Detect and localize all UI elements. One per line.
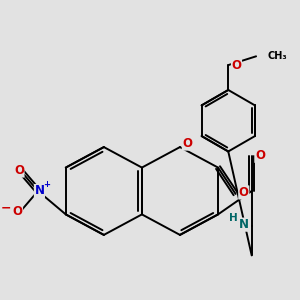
Text: H: H [229, 213, 238, 223]
Text: O: O [13, 205, 22, 218]
Text: O: O [232, 58, 242, 72]
Text: N: N [238, 218, 248, 231]
Text: N: N [34, 184, 44, 197]
Text: −: − [1, 202, 12, 214]
Text: O: O [182, 137, 192, 150]
Text: CH₃: CH₃ [267, 51, 287, 61]
Text: O: O [239, 186, 249, 199]
Text: +: + [43, 180, 50, 189]
Text: O: O [255, 149, 265, 162]
Text: O: O [14, 164, 24, 177]
